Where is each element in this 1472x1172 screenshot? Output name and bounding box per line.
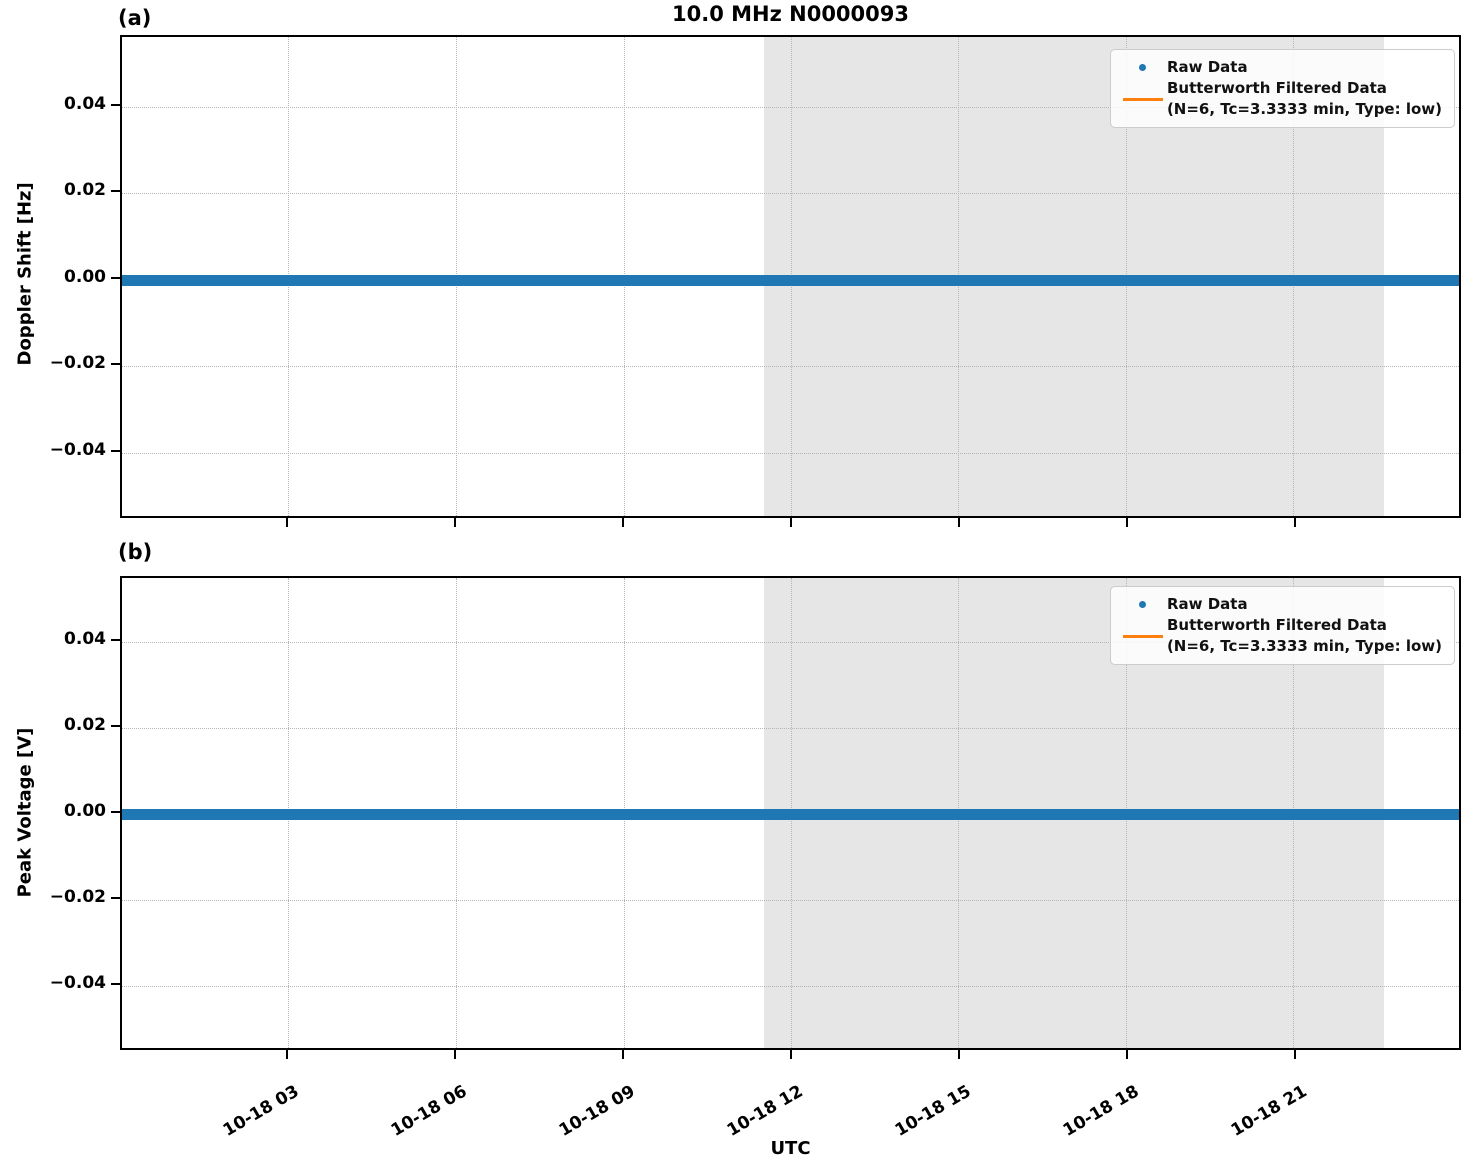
subplot-a-tag: (a) [118,6,152,30]
y-tick-label: −0.02 [49,887,106,907]
x-tick [958,1050,960,1059]
y-tick [111,190,120,192]
y-tick-label: −0.04 [49,973,106,993]
legend-filtered-line1: Butterworth Filtered Data [1166,616,1387,634]
y-tick-label: 0.02 [64,180,106,200]
y-tick [111,363,120,365]
subplot-a: Raw Data Butterworth Filtered Data (N=6,… [120,35,1461,518]
chart-title: 10.0 MHz N0000093 [672,2,909,26]
y-tick [111,725,120,727]
x-tick [622,1050,624,1059]
legend: Raw Data Butterworth Filtered Data (N=6,… [1109,49,1455,128]
y-tick-label: 0.02 [64,715,106,735]
legend-item-raw: Raw Data [1119,57,1442,78]
y-tick-label: 0.04 [64,94,106,114]
gridline [122,900,1459,901]
y-tick-label: −0.02 [49,353,106,373]
x-tick [958,518,960,527]
x-tick [790,518,792,527]
raw-data-line [122,275,1459,286]
gridline [122,366,1459,367]
x-tick [286,1050,288,1059]
x-tick [1294,1050,1296,1059]
legend-item-filtered: Butterworth Filtered Data (N=6, Tc=3.333… [1119,78,1442,120]
y-tick [111,104,120,106]
x-tick [454,518,456,527]
y-tick [111,450,120,452]
gridline [122,986,1459,987]
legend-item-filtered: Butterworth Filtered Data (N=6, Tc=3.333… [1119,615,1442,657]
y-tick-label: 0.00 [64,801,106,821]
legend-filtered-label: Butterworth Filtered Data (N=6, Tc=3.333… [1167,78,1442,120]
legend-raw-label: Raw Data [1166,58,1248,76]
y-tick-label: 0.04 [64,629,106,649]
legend-raw-label: Raw Data [1166,595,1248,613]
y-tick [111,811,120,813]
x-axis-label: UTC [770,1138,811,1159]
gridline [122,453,1459,454]
gridline [122,728,1459,729]
gridline [122,642,1459,643]
x-tick [454,1050,456,1059]
y-tick-label: −0.04 [49,440,106,460]
filtered-line-icon [1119,634,1167,638]
x-tick [1126,1050,1128,1059]
subplot-b: Raw Data Butterworth Filtered Data (N=6,… [120,576,1461,1050]
subplot-b-tag: (b) [118,540,153,564]
y-tick [111,983,120,985]
legend-filtered-line2: (N=6, Tc=3.3333 min, Type: low) [1166,637,1442,655]
y-tick-label: 0.00 [64,267,106,287]
legend: Raw Data Butterworth Filtered Data (N=6,… [1109,586,1455,665]
raw-data-line [122,809,1459,820]
legend-filtered-line2: (N=6, Tc=3.3333 min, Type: low) [1166,100,1442,118]
x-tick [1126,518,1128,527]
x-tick [790,1050,792,1059]
legend-item-raw: Raw Data [1119,594,1442,615]
y-tick [111,897,120,899]
gridline [122,107,1459,108]
legend-filtered-label: Butterworth Filtered Data (N=6, Tc=3.333… [1167,615,1442,657]
y-tick [111,639,120,641]
x-tick [622,518,624,527]
x-tick [1294,518,1296,527]
raw-data-dot-icon [1119,64,1167,71]
legend-filtered-line1: Butterworth Filtered Data [1166,79,1387,97]
x-tick [286,518,288,527]
y-tick [111,277,120,279]
gridline [122,193,1459,194]
filtered-line-icon [1119,97,1167,101]
raw-data-dot-icon [1119,601,1167,608]
